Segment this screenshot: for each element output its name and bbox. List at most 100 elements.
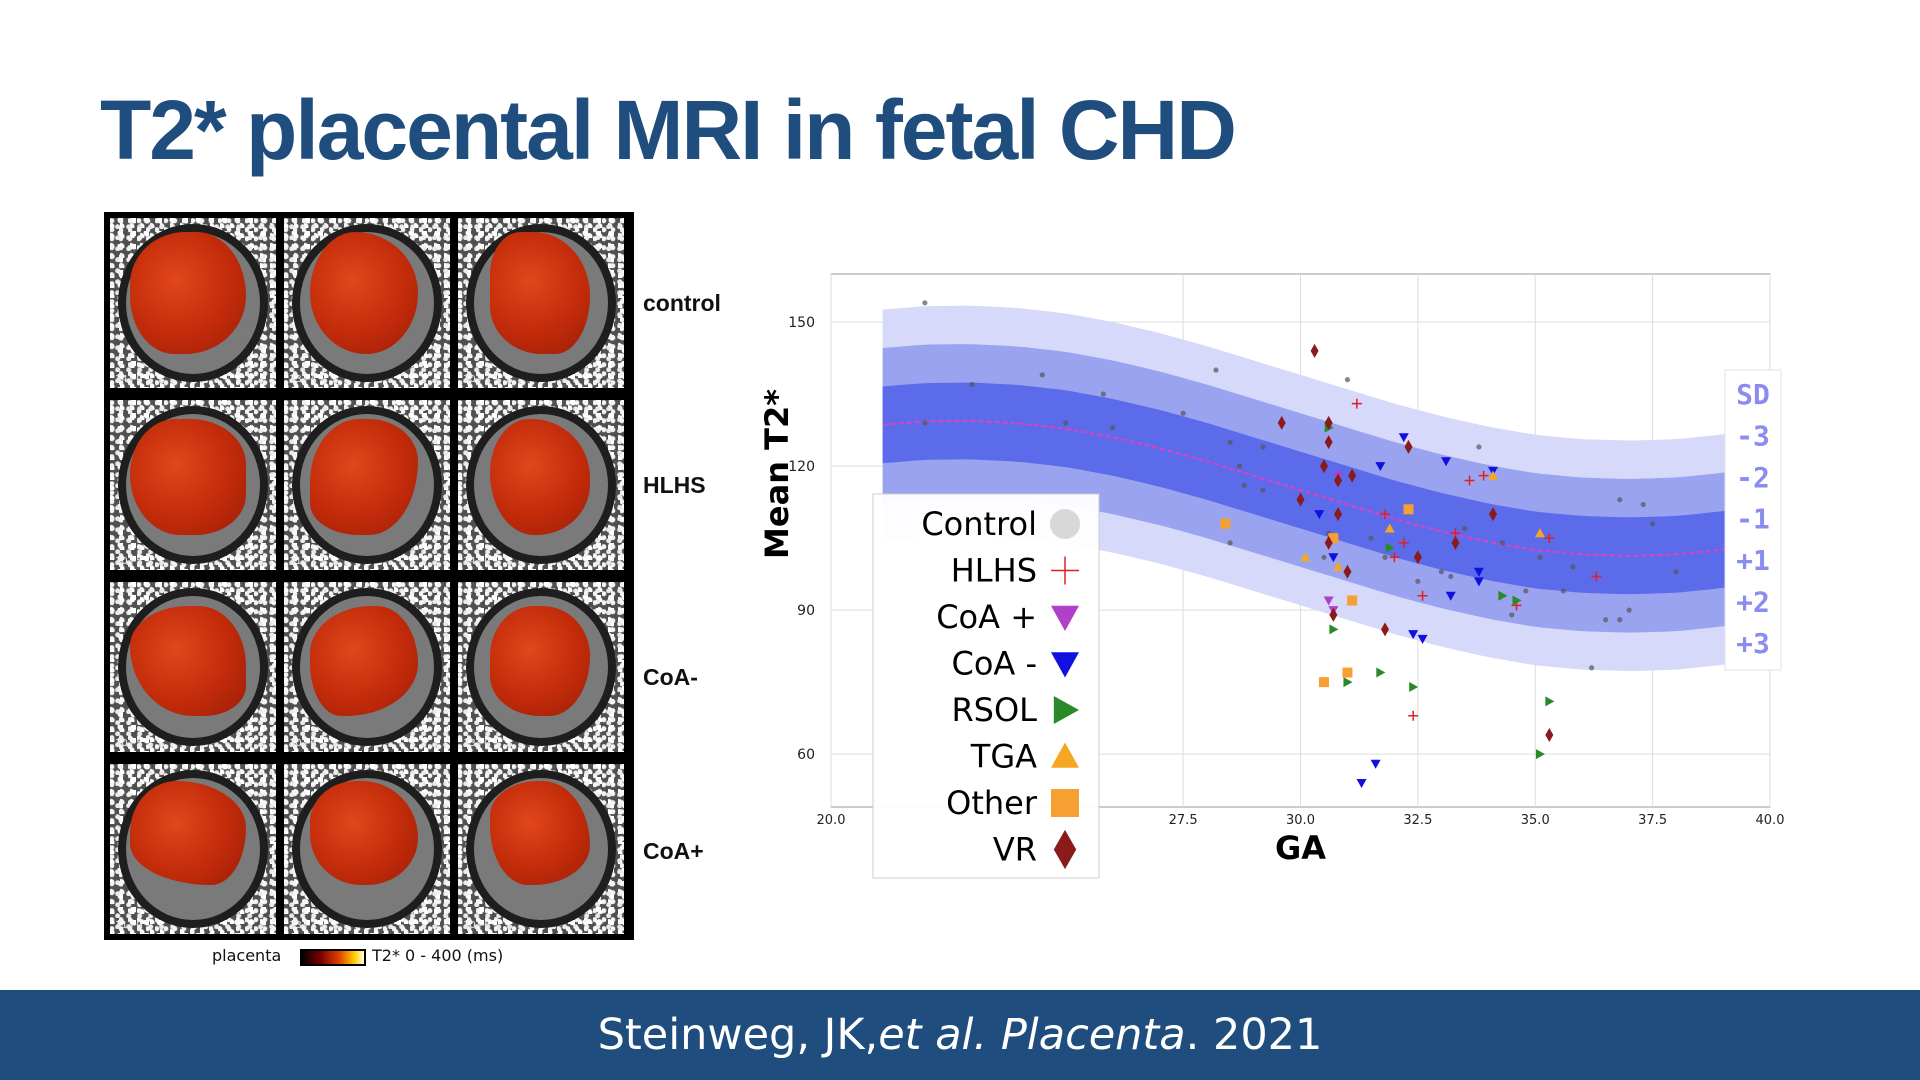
x-tick-label: 37.5 (1638, 813, 1667, 828)
citation-footer: Steinweg, JK, et al. Placenta. 2021 (0, 990, 1920, 1080)
point-hlhs (1544, 533, 1555, 544)
legend-label: RSOL (951, 691, 1037, 729)
point-hlhs (1417, 590, 1428, 601)
point-coa (1370, 759, 1381, 769)
point-coa (1398, 433, 1409, 443)
legend-label: Control (921, 505, 1037, 543)
point-rsol (1343, 677, 1353, 688)
placenta-overlay (130, 232, 246, 354)
mri-image-grid: 34+0 33+4 30+3 30+5 31+1 34+0 30+5 30+6 33+0 31+0… (104, 212, 634, 940)
point-other (1220, 518, 1231, 529)
point-control (1476, 444, 1482, 450)
point-vr (1381, 622, 1390, 637)
point-coa (1323, 596, 1334, 606)
point-control (1626, 607, 1632, 613)
mri-image: 30+5 (110, 582, 276, 752)
gestational-age-label: 34+0 (463, 556, 491, 567)
citation-journal: et al. Placenta (878, 1010, 1186, 1060)
row-label-coa-plus: CoA+ (643, 838, 704, 864)
point-rsol (1498, 590, 1508, 601)
placenta-overlay (310, 232, 418, 354)
point-control (1617, 617, 1623, 623)
point-control (1499, 540, 1505, 546)
point-coa (1328, 553, 1339, 563)
point-tga (1534, 528, 1545, 538)
point-vr (1329, 607, 1338, 622)
y-tick-label: 120 (788, 459, 815, 475)
mri-image: 33+0 (458, 582, 624, 752)
mri-image: 30+5 (110, 400, 276, 570)
point-control (1603, 617, 1609, 623)
placenta-overlay (490, 606, 590, 716)
gestational-age-label: 30+6 (289, 738, 317, 749)
placenta-overlay (490, 781, 590, 885)
gestational-age-label: 31+1 (289, 556, 317, 567)
point-vr (1324, 435, 1333, 450)
colorbar-label: placenta (212, 946, 282, 965)
sd-legend-label: -3 (1736, 420, 1770, 453)
citation-year: . 2021 (1185, 1010, 1323, 1060)
point-control (1227, 439, 1233, 445)
gestational-age-label: 30+3 (463, 374, 491, 385)
point-hlhs (1408, 710, 1419, 721)
t2-scatter-plot: 20.0 27.5 30.0 32.5 35.0 37.5 40.0 150 120 90 60 GA… (758, 273, 1784, 879)
point-other (1318, 677, 1329, 688)
y-tick-label: 90 (797, 603, 815, 619)
point-coa (1314, 510, 1325, 520)
mri-image: 33+3 (284, 764, 450, 934)
point-control (922, 420, 928, 426)
point-vr (1413, 550, 1422, 565)
mri-image: 31+0 (110, 764, 276, 934)
point-vr (1545, 727, 1554, 742)
point-control (1213, 367, 1219, 373)
mri-image: 34+0 (110, 218, 276, 388)
point-control (1640, 501, 1646, 508)
legend-marker (1051, 652, 1079, 678)
point-hlhs (1380, 509, 1391, 520)
mri-image: 34+0 (458, 400, 624, 570)
point-hlhs (1591, 571, 1602, 582)
gestational-age-label: 33+0 (463, 738, 491, 749)
y-axis-label: Mean T2* (758, 389, 796, 559)
point-coa (1356, 778, 1367, 788)
point-control (1617, 497, 1623, 503)
point-control (1260, 444, 1266, 450)
placenta-overlay (130, 781, 246, 885)
point-control (1382, 554, 1388, 560)
legend-label: CoA - (951, 645, 1037, 683)
point-hlhs (1389, 552, 1400, 563)
point-tga (1384, 523, 1395, 533)
legend-label: VR (993, 831, 1037, 869)
point-control (1260, 487, 1266, 493)
point-rsol (1545, 696, 1555, 707)
point-hlhs (1351, 398, 1362, 409)
point-other (1342, 667, 1353, 678)
point-control (1462, 525, 1468, 532)
point-control (1236, 463, 1243, 469)
point-hlhs (1478, 470, 1489, 481)
sd-legend-label: +1 (1736, 544, 1770, 577)
sd-band (882, 382, 1728, 595)
point-vr (1334, 473, 1343, 488)
point-vr (1319, 459, 1328, 474)
y-tick-label: 150 (788, 315, 815, 331)
point-control (969, 381, 975, 388)
legend-marker (1051, 605, 1079, 631)
point-rsol (1409, 681, 1419, 692)
mri-image: 30+6 (458, 764, 624, 934)
point-vr (1324, 535, 1333, 550)
gestational-age-label: 33+4 (289, 374, 317, 385)
point-vr (1343, 564, 1352, 579)
point-control (1368, 535, 1374, 541)
row-label-hlhs: HLHS (643, 472, 706, 498)
point-vr (1277, 415, 1286, 430)
point-control (1509, 612, 1515, 618)
gestational-age-label: 30+5 (115, 556, 143, 567)
x-tick-label: 32.5 (1403, 813, 1432, 828)
mri-image: 33+4 (284, 218, 450, 388)
legend-marker (1053, 696, 1079, 724)
point-coa (1473, 567, 1484, 577)
point-control (1650, 521, 1656, 527)
point-coa (1441, 457, 1452, 467)
mri-image: 30+6 (284, 582, 450, 752)
